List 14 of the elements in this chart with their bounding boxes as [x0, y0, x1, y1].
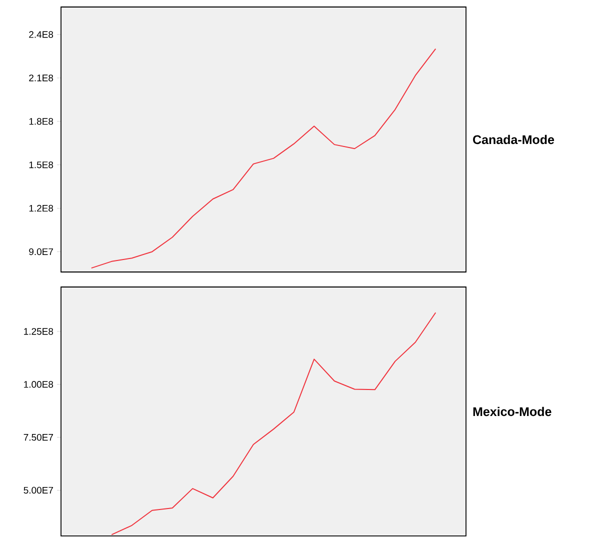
y-tick-label: 1.8E8 — [29, 118, 54, 125]
y-tick-label: 9.0E7 — [29, 248, 54, 256]
y-tick-label: 1.2E8 — [29, 204, 54, 212]
y-tick-label: 1.5E8 — [29, 161, 54, 168]
y-tick-label: 1.25E8 — [24, 328, 54, 335]
line-series — [90, 48, 436, 269]
line-series — [111, 312, 436, 536]
y-tick-label: 7.50E7 — [24, 434, 53, 441]
y-tick-label: 1.00E8 — [24, 381, 54, 388]
y-axis-title: Canada-Mode — [473, 134, 554, 144]
y-tick-label: 2.1E8 — [29, 74, 54, 82]
y-axis-title: Mexico-Mode — [473, 406, 552, 416]
y-tick-label: 5.00E7 — [24, 486, 53, 494]
y-tick-label: 2.4E8 — [29, 31, 54, 38]
